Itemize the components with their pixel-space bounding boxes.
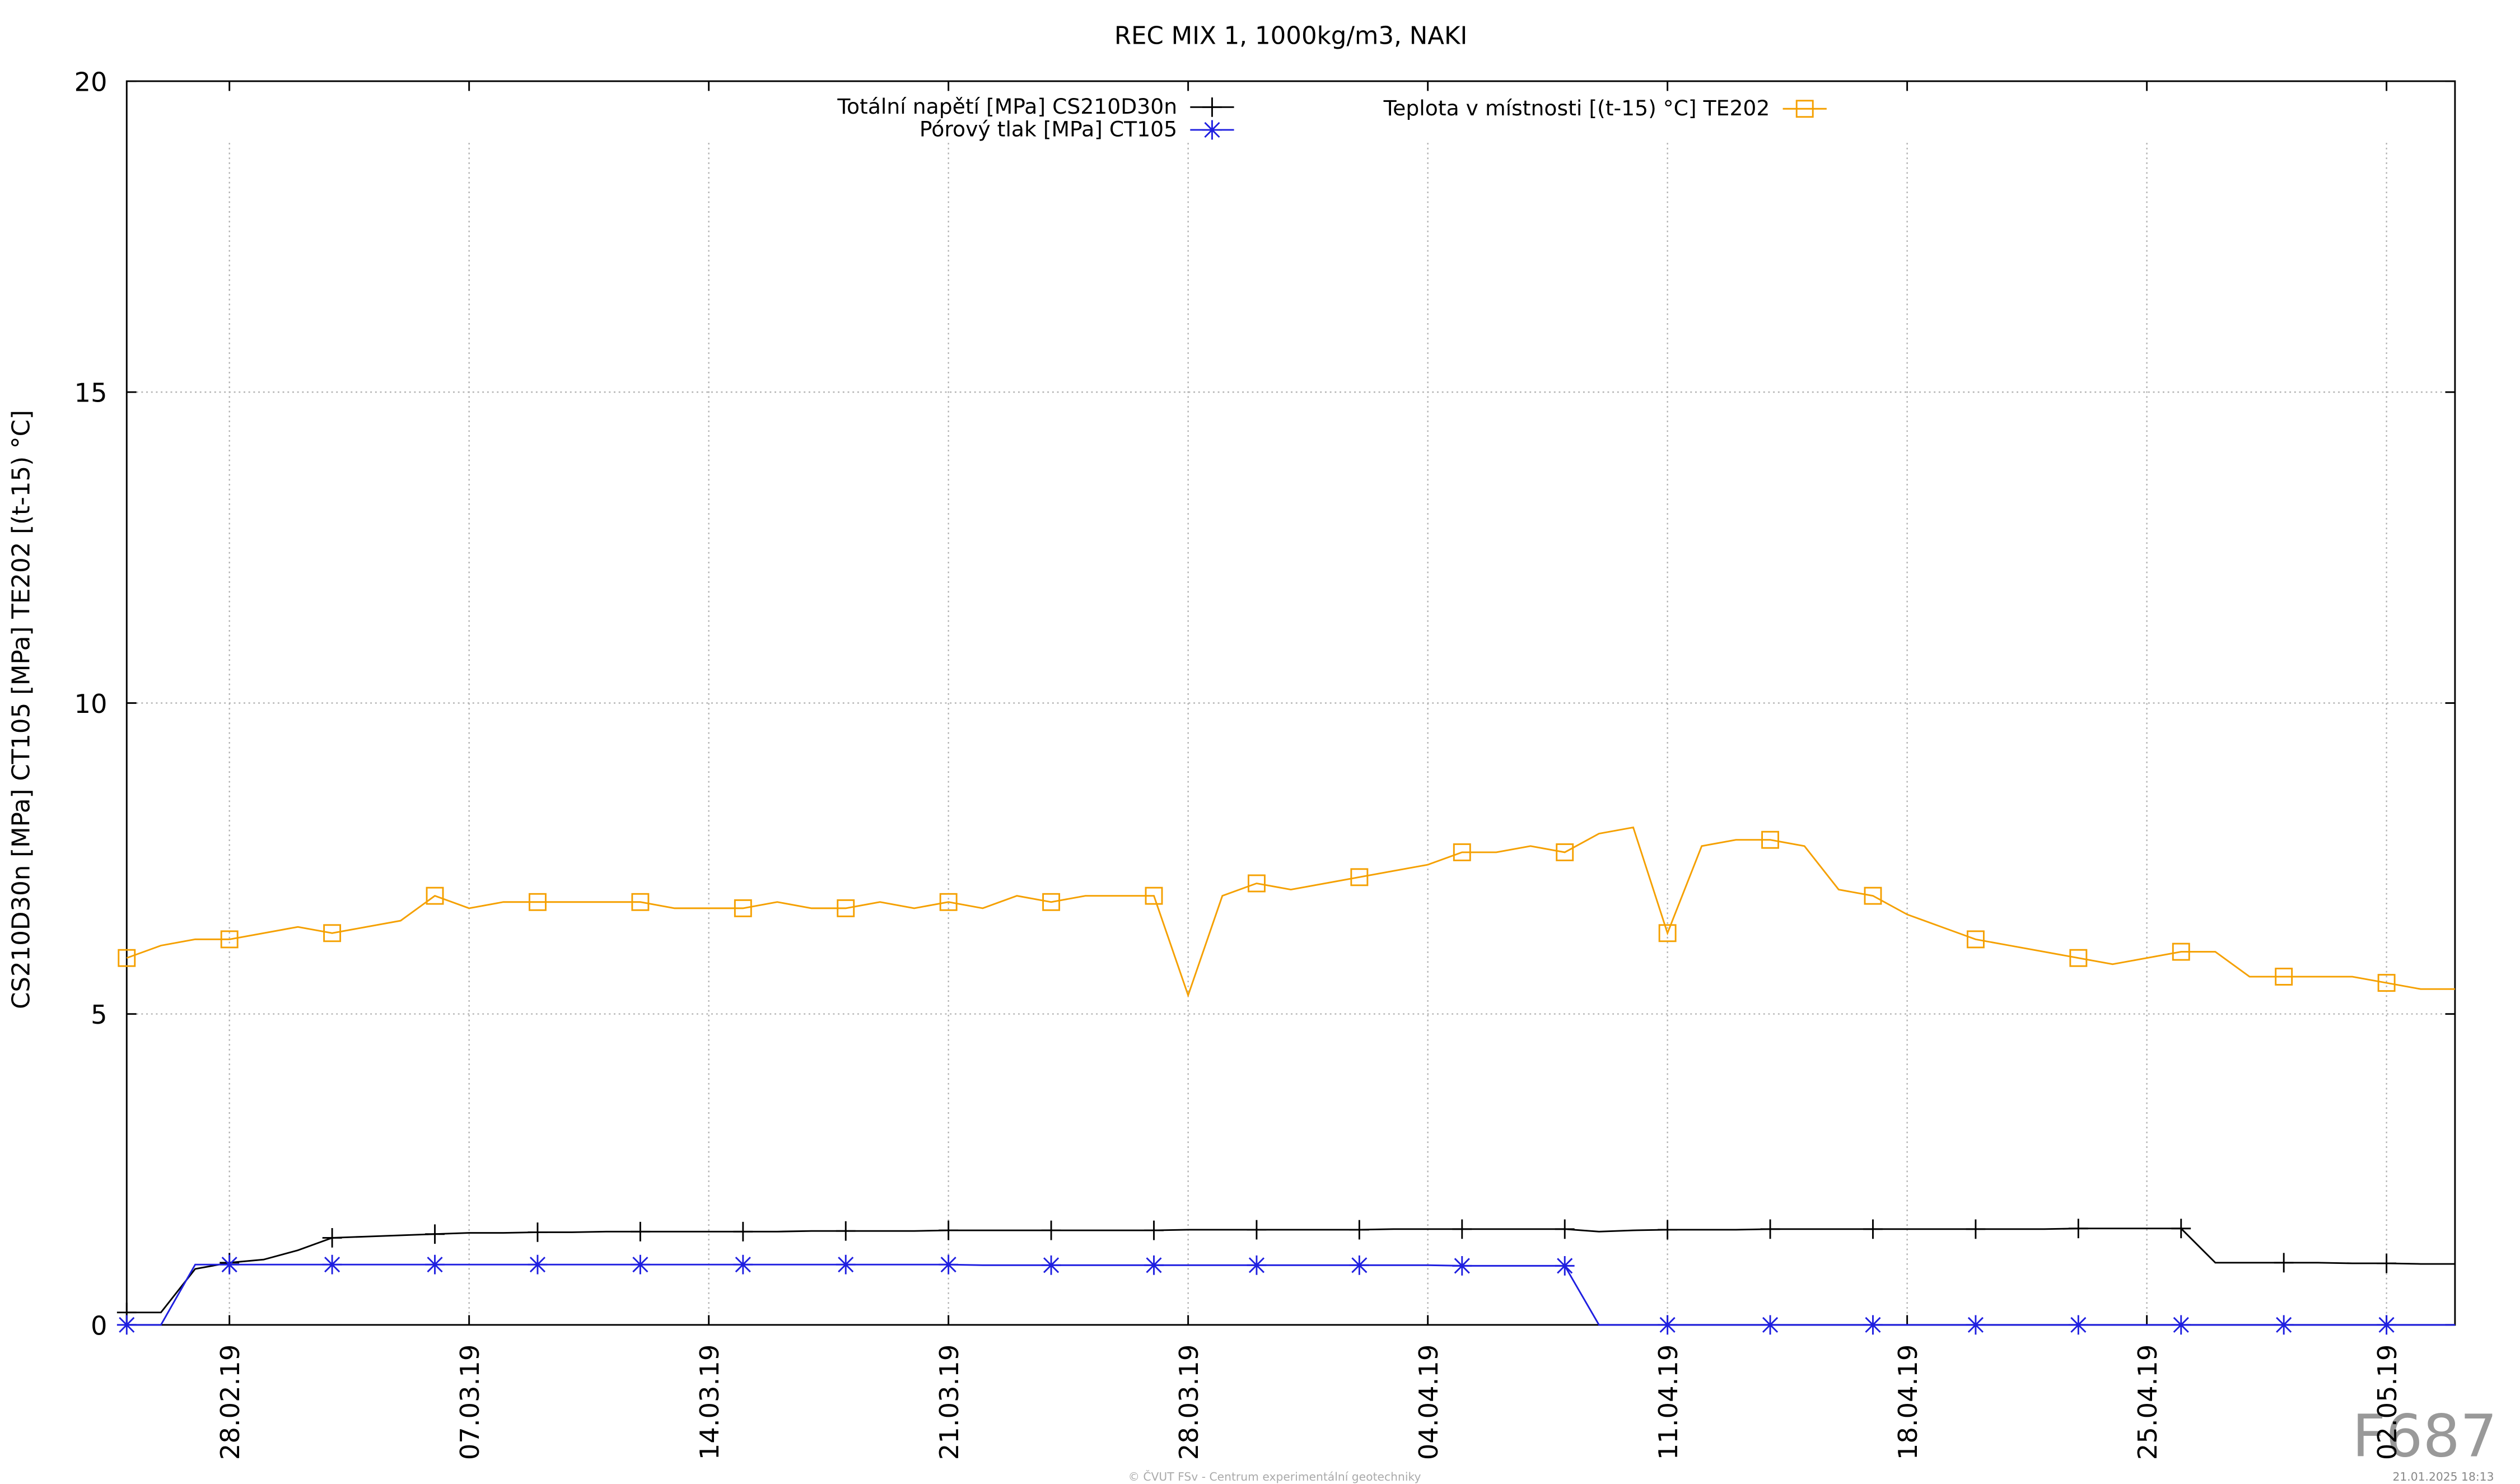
marker (322, 1254, 342, 1275)
y-tick-label: 0 (91, 1310, 108, 1341)
marker (1555, 1219, 1575, 1239)
marker (425, 1254, 445, 1275)
x-tick-label: 18.04.19 (1893, 1345, 1923, 1460)
y-tick-label: 5 (91, 1000, 108, 1030)
chart-title: REC MIX 1, 1000kg/m3, NAKI (1114, 22, 1468, 50)
marker (2172, 942, 2190, 961)
marker (1144, 1255, 1164, 1275)
marker (939, 1254, 959, 1275)
marker (2068, 1219, 2088, 1239)
y-tick-label: 10 (74, 689, 107, 719)
marker (323, 924, 342, 942)
marker (1349, 1220, 1369, 1240)
series-line (127, 1263, 2455, 1326)
marker (529, 893, 547, 911)
marker (1453, 843, 1471, 861)
marker (939, 1220, 959, 1240)
series-line (127, 1228, 2455, 1314)
marker (631, 893, 650, 911)
marker (116, 1315, 137, 1335)
marker (425, 1224, 445, 1244)
watermark: F687 (2352, 1402, 2497, 1471)
marker (1555, 1256, 1575, 1276)
marker (733, 1221, 753, 1242)
marker (1864, 886, 1882, 905)
legend-marker (1202, 97, 1222, 117)
x-tick-label: 28.03.19 (1174, 1345, 1204, 1460)
marker (2171, 1219, 2191, 1239)
legend-marker (1795, 100, 1814, 118)
x-tick-label: 21.03.19 (934, 1345, 964, 1460)
marker (220, 930, 239, 949)
marker (836, 1254, 856, 1275)
marker (1247, 1220, 1267, 1240)
marker (1658, 1220, 1678, 1240)
marker (322, 1228, 342, 1248)
x-tick-label: 07.03.19 (455, 1345, 485, 1460)
marker (1041, 1255, 1061, 1275)
marker (1761, 830, 1780, 849)
marker (1966, 930, 1985, 949)
marker (1658, 1315, 1678, 1335)
marker (1349, 1255, 1369, 1275)
marker (2275, 968, 2293, 986)
marker (1452, 1256, 1472, 1276)
marker (630, 1221, 650, 1242)
marker (1863, 1219, 1883, 1239)
marker (118, 949, 136, 967)
marker (1350, 868, 1369, 886)
marker (426, 886, 444, 905)
legend-label: Teplota v místnosti [(t-15) °C] TE202 (1383, 96, 1770, 120)
marker (1145, 886, 1163, 905)
marker (1144, 1220, 1164, 1240)
marker (1760, 1315, 1780, 1335)
marker (1760, 1219, 1780, 1239)
x-tick-label: 02.05.19 (2372, 1345, 2402, 1460)
marker (220, 1254, 240, 1275)
plot-frame (125, 80, 2456, 1326)
x-tick-label: 11.04.19 (1653, 1345, 1683, 1460)
x-tick-label: 14.03.19 (694, 1345, 725, 1460)
marker (528, 1222, 548, 1242)
marker (837, 899, 855, 917)
marker (836, 1221, 856, 1241)
marker (1042, 893, 1061, 911)
x-tick-label: 04.04.19 (1413, 1345, 1444, 1460)
marker (2377, 1315, 2397, 1335)
y-tick-label: 15 (74, 378, 107, 408)
marker (2274, 1315, 2294, 1335)
y-tick-label: 20 (74, 67, 107, 97)
x-tick-label: 28.02.19 (215, 1345, 245, 1460)
marker (1863, 1315, 1883, 1335)
marker (1966, 1315, 1986, 1335)
marker (1452, 1219, 1472, 1239)
marker (1247, 1255, 1267, 1275)
marker (2171, 1315, 2191, 1335)
marker (2377, 1253, 2397, 1273)
y-axis-label: CS210D30n [MPa] CT105 [MPa] TE202 [(t-15… (7, 410, 35, 1009)
marker (1556, 843, 1574, 861)
marker (939, 893, 958, 911)
footer: © ČVUT FSv - Centrum experimentální geot… (1128, 1470, 1421, 1483)
marker (2377, 974, 2396, 992)
marker (1658, 924, 1677, 942)
marker (2068, 1315, 2088, 1335)
x-tick-label: 25.04.19 (2132, 1345, 2163, 1460)
marker (2274, 1253, 2294, 1273)
legend-label: Totální napětí [MPa] CS210D30n (837, 94, 1177, 119)
marker (1041, 1220, 1061, 1240)
legend-marker (1202, 120, 1222, 140)
marker (528, 1254, 548, 1275)
marker (1247, 874, 1266, 893)
timestamp: 21.01.2025 18:13 (2392, 1470, 2494, 1483)
marker (2069, 949, 2088, 967)
marker (734, 899, 752, 917)
marker (1966, 1219, 1986, 1239)
series-line (126, 826, 2455, 998)
marker (630, 1254, 650, 1275)
marker (733, 1254, 753, 1275)
legend-label: Pórový tlak [MPa] CT105 (920, 117, 1177, 142)
